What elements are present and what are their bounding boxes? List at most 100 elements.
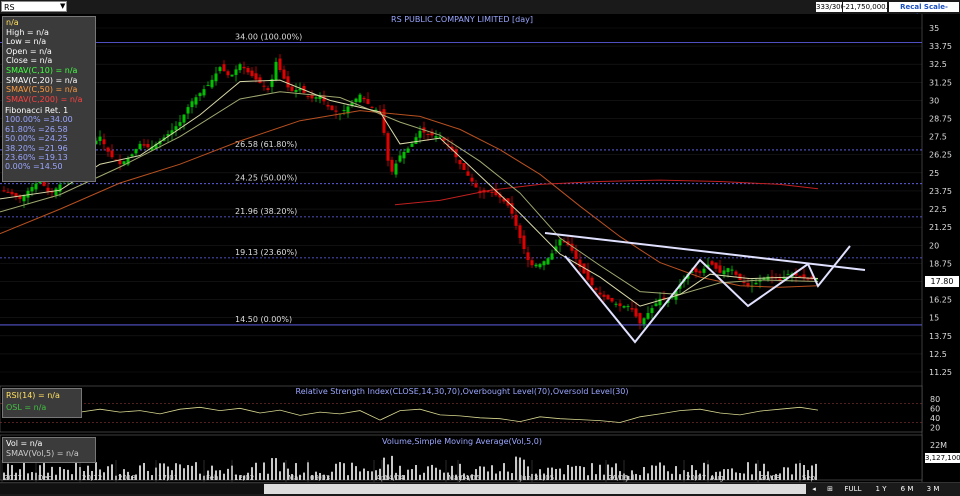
volume-bar xyxy=(259,473,261,480)
candle xyxy=(298,88,302,91)
volume-bar xyxy=(47,472,49,480)
volume-bar xyxy=(211,465,213,480)
volume-bar xyxy=(735,472,737,480)
volume-bar xyxy=(243,475,245,480)
volume-bar xyxy=(543,473,545,480)
volume-bar xyxy=(511,473,513,480)
candle xyxy=(30,187,34,192)
time-scrollbar[interactable] xyxy=(0,484,806,494)
candle xyxy=(190,101,194,108)
scrollbar-thumb[interactable] xyxy=(264,484,806,494)
candle xyxy=(718,265,722,273)
candle xyxy=(210,79,214,88)
candle xyxy=(262,85,266,87)
volume-bar xyxy=(99,469,101,480)
volume-bar xyxy=(295,463,297,480)
x-tick-label: Jun xyxy=(519,474,531,482)
volume-bar xyxy=(499,471,501,480)
volume-bar xyxy=(235,474,237,480)
scale-mode-button[interactable]: Recal Scale-Linear xyxy=(889,2,959,21)
candle xyxy=(778,278,782,281)
candle xyxy=(470,177,474,182)
candle xyxy=(662,297,666,300)
rsi-title: Relative Strength Index(CLOSE,14,30,70),… xyxy=(296,387,629,396)
candle xyxy=(22,194,26,202)
candle xyxy=(658,298,662,306)
volume-bar xyxy=(559,468,561,480)
volume-bar xyxy=(811,465,813,480)
volume-bar xyxy=(699,473,701,480)
volume-bar xyxy=(767,471,769,480)
legend-name: n/a xyxy=(6,18,19,27)
x-tick-label: 20/08 xyxy=(760,474,780,482)
candle xyxy=(278,58,282,71)
volume-bar xyxy=(631,470,633,480)
candle xyxy=(166,134,170,137)
rsi-legend-osl: OSL = n/a xyxy=(6,403,47,412)
legend-high: High = n/a xyxy=(6,27,49,37)
symbol-input[interactable]: RS xyxy=(1,1,67,12)
volume-bar xyxy=(223,473,225,480)
resistance-trendline xyxy=(544,232,866,271)
candle xyxy=(590,277,594,286)
volume-bar xyxy=(507,471,509,480)
volume-axis-label: 22M xyxy=(930,441,947,450)
candle xyxy=(546,258,550,265)
candle xyxy=(350,102,354,106)
volume-bar xyxy=(359,471,361,480)
volume-bar xyxy=(815,463,817,480)
volume-bar xyxy=(455,474,457,480)
candle xyxy=(150,146,154,151)
candle xyxy=(494,189,498,196)
fib-label: 21.96 (38.20%) xyxy=(235,207,297,216)
volume-bar xyxy=(111,464,113,480)
candle xyxy=(106,147,110,152)
range-1y-button[interactable]: 1 Y xyxy=(875,485,887,493)
range-full-button[interactable]: FULL xyxy=(844,485,862,493)
double-bottom-pattern xyxy=(564,245,851,344)
x-tick-label: May xyxy=(448,474,462,482)
volume-bar xyxy=(663,465,665,480)
volume-bar xyxy=(23,462,25,480)
volume-bar xyxy=(131,475,133,480)
candle xyxy=(630,308,634,310)
fib-legend-line: 38.20% =21.96 xyxy=(5,143,68,153)
range-3m-button[interactable]: 3 M xyxy=(926,485,940,493)
volume-bar xyxy=(479,466,481,480)
volume-bar xyxy=(83,470,85,480)
candle xyxy=(670,297,674,299)
volume-bar xyxy=(587,475,589,480)
candle xyxy=(754,282,758,285)
volume-bar xyxy=(175,463,177,480)
volume-legend: Vol = n/a SMAV(Vol,5) = n/a xyxy=(2,437,96,463)
candle xyxy=(214,73,218,82)
scroll-left-icon[interactable]: ◂ xyxy=(812,485,816,493)
sma10-line xyxy=(0,79,819,307)
volume-bar xyxy=(87,465,89,480)
volume-bar xyxy=(191,465,193,480)
candle xyxy=(318,96,322,100)
candle xyxy=(802,274,806,279)
stock-chart[interactable]: 34.00 (100.00%) 26.58 (61.80%) 24.25 (50.0… xyxy=(0,14,960,482)
candle xyxy=(286,76,290,88)
volume-bar xyxy=(703,462,705,480)
volume-bar xyxy=(607,464,609,480)
chevron-down-icon[interactable]: ▼ xyxy=(60,2,66,10)
candle xyxy=(406,148,410,153)
volume-bar xyxy=(619,471,621,480)
candle xyxy=(334,110,338,112)
candle xyxy=(626,306,630,308)
price-tick-label: 21.25 xyxy=(929,223,952,232)
volume-bar xyxy=(283,462,285,480)
volume-bar xyxy=(183,468,185,480)
zoom-icon[interactable]: ⊞ xyxy=(827,485,833,493)
volume-bar xyxy=(319,472,321,480)
range-6m-button[interactable]: 6 M xyxy=(900,485,914,493)
volume-bar xyxy=(747,462,749,480)
volume-bar xyxy=(595,474,597,480)
pattern-drawing xyxy=(544,232,866,344)
volume-bar xyxy=(299,474,301,480)
candle xyxy=(154,143,158,150)
volume-bar xyxy=(679,474,681,480)
